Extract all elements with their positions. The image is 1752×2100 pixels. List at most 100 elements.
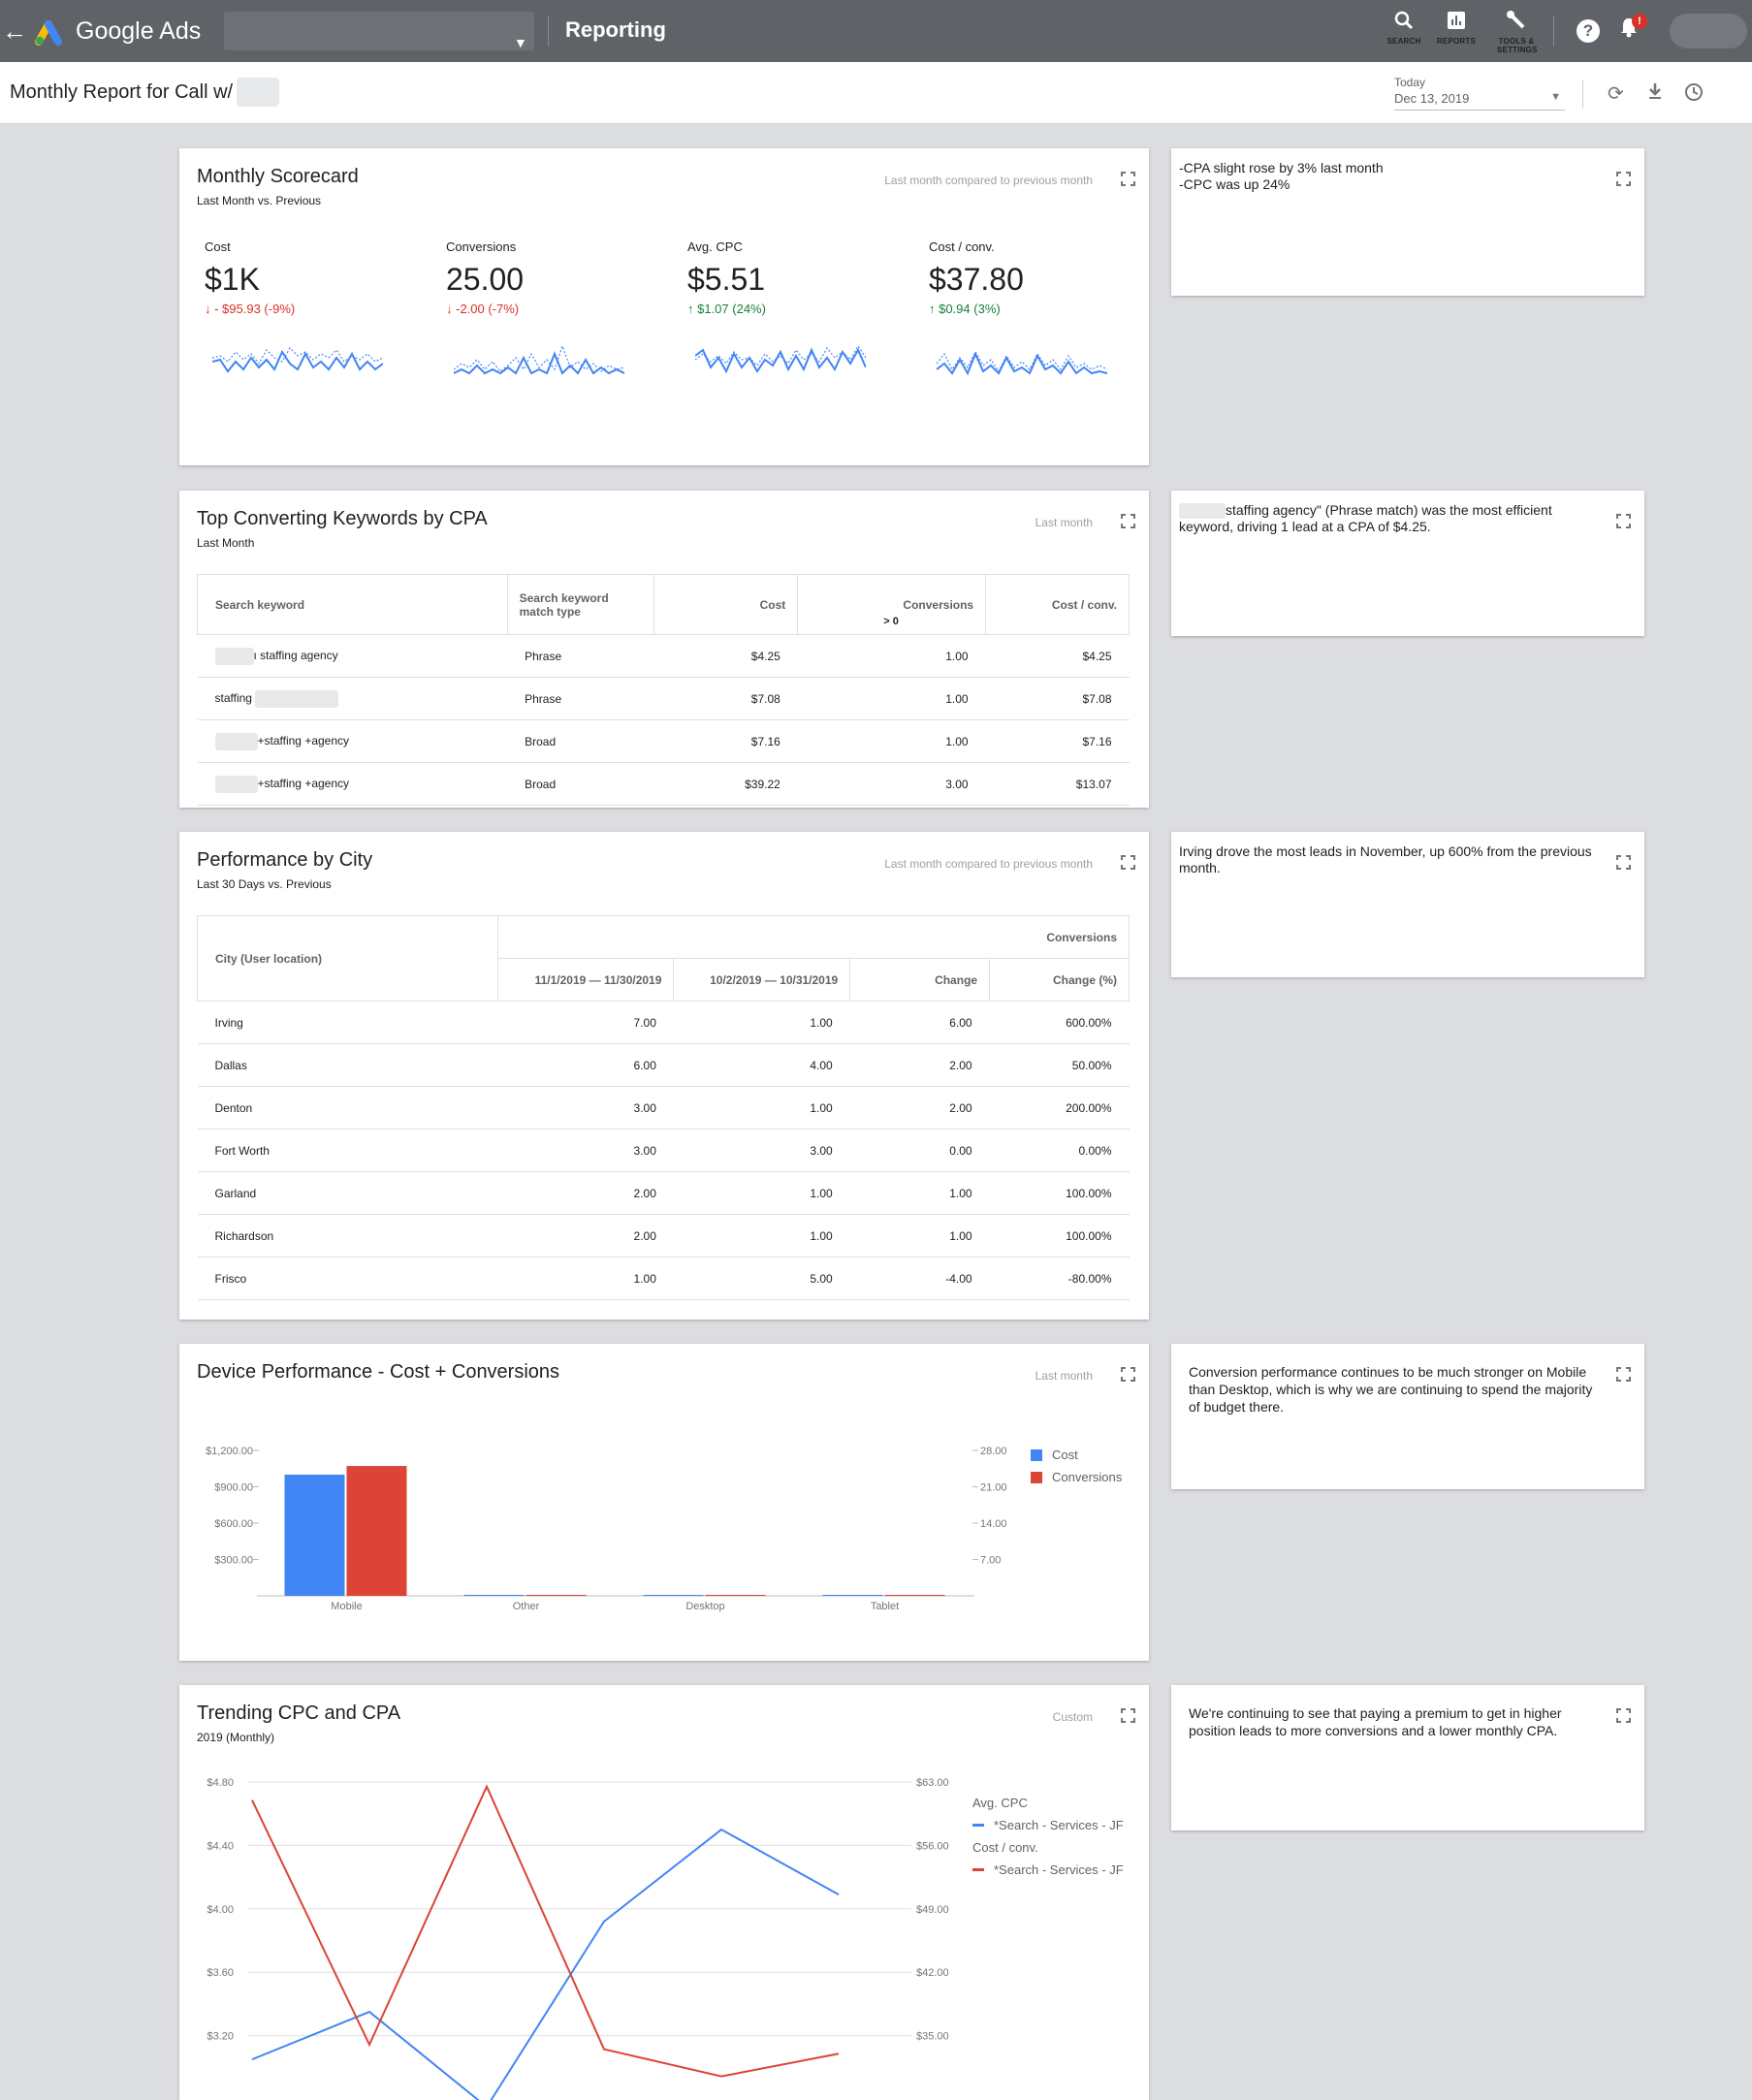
column-header[interactable]: Change bbox=[849, 958, 991, 1002]
sparkline-cost bbox=[212, 347, 383, 373]
period1-cell: 3.00 bbox=[497, 1129, 674, 1172]
match-type-cell: Phrase bbox=[507, 634, 654, 678]
y-left-tick-label: $600.00 bbox=[214, 1518, 253, 1530]
metric-change: ↓ - $95.93 (-9%) bbox=[205, 302, 296, 316]
change-pct-cell: 600.00% bbox=[989, 1001, 1130, 1044]
x-tick-label: Other bbox=[513, 1601, 540, 1612]
keywords-card: Top Converting Keywords by CPA Last Mont… bbox=[179, 491, 1149, 808]
legend-swatch bbox=[972, 1868, 984, 1871]
table-row[interactable]: Denton 3.00 1.00 2.00 200.00% bbox=[197, 1086, 1130, 1130]
column-header[interactable]: 11/1/2019 — 11/30/2019 bbox=[496, 958, 675, 1002]
expand-icon[interactable] bbox=[1121, 1708, 1135, 1723]
report-header: Monthly Report for Call w/ Today Dec 13,… bbox=[0, 62, 1752, 124]
conversions-cell: 1.00 bbox=[797, 677, 986, 720]
search-button[interactable]: SEARCH bbox=[1375, 10, 1433, 46]
metric-change: ↑ $0.94 (3%) bbox=[929, 302, 1001, 316]
cost-cell: $4.25 bbox=[653, 634, 798, 678]
metric-label: Conversions bbox=[446, 239, 517, 254]
tools-button[interactable]: TOOLS & SETTINGS bbox=[1487, 10, 1545, 54]
column-header[interactable]: Cost bbox=[653, 574, 799, 635]
table-row[interactable]: staffing Phrase $7.08 1.00 $7.08 bbox=[197, 677, 1130, 720]
table-row[interactable]: Garland 2.00 1.00 1.00 100.00% bbox=[197, 1171, 1130, 1215]
bar-conversions[interactable] bbox=[526, 1595, 587, 1596]
bar-cost[interactable] bbox=[822, 1595, 883, 1596]
table-row[interactable]: +staffing +agency Broad $39.22 3.00 $13.… bbox=[197, 762, 1130, 806]
column-header[interactable]: Cost / conv. bbox=[985, 574, 1130, 635]
divider bbox=[1582, 80, 1583, 109]
reports-button[interactable]: REPORTS bbox=[1427, 10, 1485, 46]
table-row[interactable]: Dallas 6.00 4.00 2.00 50.00% bbox=[197, 1043, 1130, 1087]
bar-cost[interactable] bbox=[284, 1475, 345, 1596]
expand-icon[interactable] bbox=[1121, 514, 1135, 528]
series-line-cost-per-conv[interactable] bbox=[251, 1784, 840, 2078]
expand-icon[interactable] bbox=[1616, 514, 1631, 528]
column-header[interactable]: Search keyword match type bbox=[506, 574, 655, 635]
metric-conversions[interactable]: Conversions 25.00 ↓ -2.00 (-7%) bbox=[446, 239, 659, 316]
city-cell: Denton bbox=[197, 1086, 498, 1130]
legend-item-cpa[interactable]: *Search - Services - JF bbox=[972, 1862, 1124, 1877]
table-row[interactable]: +staffing +agency Broad $7.16 1.00 $7.16 bbox=[197, 719, 1130, 763]
note-text[interactable]: -CPA slight rose by 3% last month -CPC w… bbox=[1179, 160, 1384, 192]
legend-label: Conversions bbox=[1052, 1470, 1123, 1484]
bar-cost[interactable] bbox=[463, 1595, 525, 1596]
note-text[interactable]: Conversion performance continues to be m… bbox=[1189, 1364, 1593, 1415]
metric-label: Cost / conv. bbox=[929, 239, 995, 254]
card-title: Device Performance - Cost + Conversions bbox=[197, 1361, 560, 1383]
note-text[interactable]: staffing agency" (Phrase match) was the … bbox=[1179, 502, 1606, 535]
column-header[interactable]: 10/2/2019 — 10/31/2019 bbox=[673, 958, 851, 1002]
legend-group-title: Avg. CPC bbox=[972, 1796, 1028, 1810]
city-table: City (User location) Conversions 11/1/20… bbox=[197, 915, 1131, 1300]
legend-item-cost[interactable]: Cost bbox=[1031, 1448, 1078, 1462]
date-label: Today bbox=[1394, 76, 1426, 89]
expand-icon[interactable] bbox=[1616, 855, 1631, 870]
metric-avg-cpc[interactable]: Avg. CPC $5.51 ↑ $1.07 (24%) bbox=[687, 239, 901, 316]
download-icon[interactable] bbox=[1646, 81, 1664, 107]
bar-conversions[interactable] bbox=[884, 1595, 945, 1596]
legend-item-conversions[interactable]: Conversions bbox=[1031, 1470, 1122, 1484]
column-header[interactable]: City (User location) bbox=[197, 915, 498, 1002]
metric-cost-per-conv[interactable]: Cost / conv. $37.80 ↑ $0.94 (3%) bbox=[929, 239, 1142, 316]
table-row[interactable]: ı staffing agency Phrase $4.25 1.00 $4.2… bbox=[197, 634, 1130, 678]
redacted-text bbox=[214, 775, 258, 793]
change-cell: 2.00 bbox=[849, 1043, 990, 1087]
table-row[interactable]: Frisco 1.00 5.00 -4.00 -80.00% bbox=[197, 1257, 1130, 1300]
account-selector[interactable] bbox=[224, 12, 535, 50]
account-avatar[interactable] bbox=[1670, 14, 1747, 48]
bar-conversions[interactable] bbox=[346, 1466, 407, 1596]
column-header[interactable]: Change (%) bbox=[989, 958, 1130, 1002]
legend-item-cpc[interactable]: *Search - Services - JF bbox=[972, 1818, 1124, 1832]
expand-icon[interactable] bbox=[1121, 1367, 1135, 1382]
card-subtitle: Last Month vs. Previous bbox=[197, 194, 322, 207]
note-text[interactable]: We're continuing to see that paying a pr… bbox=[1189, 1705, 1562, 1738]
bar-conversions[interactable] bbox=[705, 1595, 766, 1596]
series-line-avg-cpc[interactable] bbox=[251, 1828, 840, 2100]
refresh-icon[interactable]: ⟳ bbox=[1608, 83, 1624, 105]
expand-icon[interactable] bbox=[1616, 172, 1631, 186]
expand-icon[interactable] bbox=[1121, 855, 1135, 870]
expand-icon[interactable] bbox=[1121, 172, 1135, 186]
table-row[interactable]: Fort Worth 3.00 3.00 0.00 0.00% bbox=[197, 1129, 1130, 1172]
metric-cost[interactable]: Cost $1K ↓ - $95.93 (-9%) bbox=[205, 239, 418, 316]
change-cell: 6.00 bbox=[849, 1001, 990, 1044]
expand-icon[interactable] bbox=[1616, 1708, 1631, 1723]
history-icon[interactable] bbox=[1683, 81, 1704, 109]
column-header[interactable]: Conversions > 0 bbox=[797, 574, 987, 635]
bar-cost[interactable] bbox=[643, 1595, 704, 1596]
y-left-tick-label: $3.60 bbox=[207, 1967, 234, 1979]
date-range-label: Custom bbox=[1052, 1710, 1093, 1724]
note-text[interactable]: Irving drove the most leads in November,… bbox=[1179, 843, 1592, 875]
column-header[interactable]: Search keyword bbox=[197, 574, 508, 635]
expand-icon[interactable] bbox=[1616, 1367, 1631, 1382]
back-arrow-icon[interactable]: ← bbox=[2, 16, 27, 46]
help-icon[interactable]: ? bbox=[1577, 19, 1600, 43]
sparkline-avg-cpc bbox=[695, 344, 866, 374]
date-selector[interactable]: Today Dec 13, 2019 ▼ bbox=[1394, 76, 1565, 111]
search-label: SEARCH bbox=[1386, 37, 1421, 46]
wrench-icon bbox=[1506, 10, 1527, 37]
table-row[interactable]: Richardson 2.00 1.00 1.00 100.00% bbox=[197, 1214, 1130, 1257]
x-tick-label: Mobile bbox=[331, 1601, 362, 1612]
report-title[interactable]: Monthly Report for Call w/ bbox=[10, 81, 234, 103]
table-row[interactable]: Irving 7.00 1.00 6.00 600.00% bbox=[197, 1001, 1130, 1044]
chevron-down-icon[interactable]: ▼ bbox=[514, 35, 527, 50]
redacted-text bbox=[255, 689, 339, 708]
